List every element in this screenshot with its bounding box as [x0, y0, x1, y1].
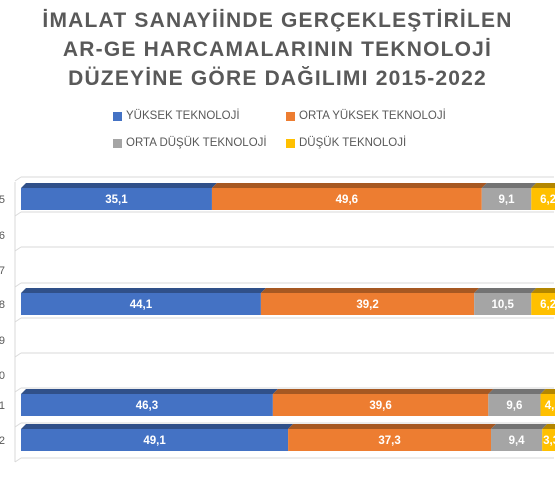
- data-label-3-1: 39,2: [356, 299, 378, 311]
- bar-top-6-0: [21, 389, 278, 394]
- category-label-2: 7: [0, 265, 5, 277]
- gridline-depth-2: [14, 246, 22, 252]
- data-label-6-0: 46,3: [136, 400, 158, 412]
- data-label-3-0: 44,1: [130, 299, 153, 311]
- bar-3-1: [260, 293, 475, 315]
- title-line-1: İMALAT SANAYİİNDE GERÇEKLEŞTİRİLEN: [42, 9, 513, 32]
- bar-top-7-2: [491, 424, 548, 429]
- bar-0-0: [21, 188, 212, 210]
- legend-label-orta-yuksek: ORTA YÜKSEK TEKNOLOJİ: [299, 110, 446, 122]
- bar-0-1: [211, 188, 482, 210]
- gridline-depth-8: [14, 457, 22, 463]
- legend-swatch-orta-dusuk: [113, 138, 122, 148]
- category-label-3: 8: [0, 299, 5, 311]
- bar-0-3: [531, 188, 555, 210]
- bar-top-0-2: [481, 183, 537, 188]
- gridline-depth-5: [14, 352, 22, 358]
- bar-top-3-2: [474, 288, 537, 293]
- gridline-depth-7: [14, 422, 22, 428]
- legend-item-yuksek: YÜKSEK TEKNOLOJİ: [113, 110, 240, 122]
- bar-7-3: [542, 429, 555, 451]
- data-label-6-2: 9,6: [506, 400, 522, 412]
- data-label-0-2: 9,1: [499, 194, 516, 206]
- data-label-7-2: 9,4: [509, 435, 526, 447]
- legend-label-dusuk: DÜŞÜK TEKNOLOJİ: [299, 137, 407, 149]
- bar-7-2: [491, 429, 543, 451]
- gridline-depth-6: [14, 387, 22, 393]
- bar-top-6-3: [540, 389, 555, 394]
- bar-6-3: [540, 394, 555, 416]
- gridline-depth-3: [14, 282, 22, 288]
- bar-top-6-1: [272, 389, 494, 394]
- data-label-7-3: 3,3: [543, 435, 555, 447]
- legend-item-dusuk: DÜŞÜK TEKNOLOJİ: [286, 137, 406, 149]
- gridline-depth-0: [14, 176, 22, 182]
- bar-7-1: [288, 429, 492, 451]
- bar-top-6-2: [488, 389, 546, 394]
- data-label-0-0: 35,1: [105, 194, 128, 206]
- legend-item-orta-yuksek: ORTA YÜKSEK TEKNOLOJİ: [286, 110, 446, 122]
- bar-3-0: [21, 293, 261, 315]
- legend-item-orta-dusuk: ORTA DÜŞÜK TEKNOLOJİ: [113, 137, 267, 149]
- gridline-depth-1: [14, 211, 22, 217]
- data-label-7-1: 37,3: [378, 435, 400, 447]
- bar-7-0: [21, 429, 289, 451]
- category-label-5: 0: [0, 370, 5, 382]
- bar-top-7-3: [542, 424, 555, 429]
- bar-top-0-3: [531, 183, 555, 188]
- bar-top-0-0: [21, 183, 217, 188]
- bar-6-1: [272, 394, 489, 416]
- bar-top-3-0: [21, 288, 266, 293]
- data-label-3-2: 10,5: [492, 299, 515, 311]
- bar-top-3-3: [531, 288, 555, 293]
- title-line-3: DÜZEYİNE GÖRE DAĞILIMI 2015-2022: [68, 67, 487, 90]
- data-label-6-3: 4,5: [545, 400, 555, 412]
- data-label-6-1: 39,6: [369, 400, 391, 412]
- legend-swatch-dusuk: [286, 138, 295, 148]
- legend-swatch-orta-yuksek: [286, 111, 295, 121]
- bar-top-0-1: [211, 183, 487, 188]
- bar-6-2: [488, 394, 541, 416]
- data-label-7-0: 49,1: [143, 435, 166, 447]
- legend-label-yuksek: YÜKSEK TEKNOLOJİ: [126, 110, 240, 122]
- legend-label-orta-dusuk: ORTA DÜŞÜK TEKNOLOJİ: [126, 137, 267, 149]
- category-label-1: 6: [0, 230, 5, 242]
- data-label-0-3: 6,2: [540, 194, 555, 206]
- category-label-6: 1: [0, 400, 5, 412]
- legend-swatch-yuksek: [113, 111, 122, 121]
- bar-6-0: [21, 394, 273, 416]
- category-label-7: 2: [0, 435, 5, 447]
- data-label-3-3: 6,2: [540, 299, 555, 311]
- title-line-2: AR-GE HARCAMALARININ TEKNOLOJİ: [62, 38, 493, 61]
- chart-title: İMALAT SANAYİİNDE GERÇEKLEŞTİRİLEN AR-GE…: [0, 6, 555, 93]
- category-label-0: 5: [0, 194, 5, 206]
- bar-top-7-0: [21, 424, 294, 429]
- bar-3-2: [474, 293, 532, 315]
- data-label-0-1: 49,6: [336, 194, 358, 206]
- gridline-depth-4: [14, 317, 22, 323]
- category-label-4: 9: [0, 335, 5, 347]
- bar-top-7-1: [288, 424, 497, 429]
- bar-top-3-1: [260, 288, 480, 293]
- bar-0-2: [481, 188, 532, 210]
- bar-3-3: [531, 293, 555, 315]
